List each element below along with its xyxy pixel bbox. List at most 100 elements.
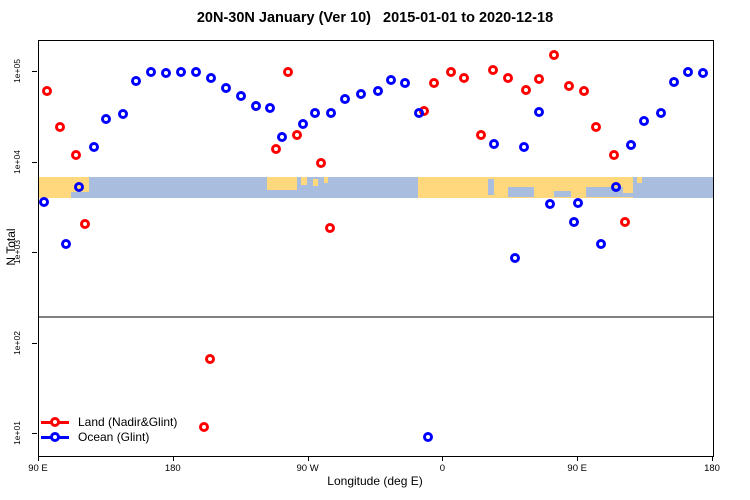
ocean-segment bbox=[71, 192, 90, 198]
data-point-land bbox=[282, 67, 293, 77]
data-point-ocean bbox=[534, 107, 545, 118]
land-segment bbox=[266, 176, 297, 190]
data-point-ocean bbox=[595, 239, 606, 250]
legend-row-land: Land (Nadir&Glint) bbox=[41, 415, 177, 429]
x-axis-label: Longitude (deg E) bbox=[327, 474, 423, 488]
data-point-ocean bbox=[251, 101, 262, 112]
data-point-ocean bbox=[568, 217, 579, 227]
y-tick: 1e+03 bbox=[12, 240, 37, 264]
x-tick-label: 90 E bbox=[567, 463, 587, 474]
data-point-ocean bbox=[221, 83, 232, 94]
data-point-land bbox=[324, 222, 335, 233]
data-point-ocean bbox=[669, 76, 680, 87]
land-segment bbox=[323, 176, 329, 183]
x-tick-label: 180 bbox=[164, 463, 181, 474]
data-point-ocean bbox=[39, 196, 49, 207]
land-segment bbox=[301, 176, 308, 185]
data-point-land bbox=[55, 121, 65, 132]
legend: Land (Nadir&Glint) Ocean (Glint) bbox=[41, 415, 177, 445]
data-point-land bbox=[609, 150, 620, 161]
data-point-land bbox=[429, 77, 440, 88]
chart-title: 20N-30N January (Ver 10) 2015-01-01 to 2… bbox=[196, 10, 554, 26]
data-point-land bbox=[270, 144, 281, 155]
data-point-ocean bbox=[309, 108, 320, 119]
y-tick: 1e+02 bbox=[12, 331, 37, 354]
y-tick: 1e+04 bbox=[12, 150, 37, 173]
data-point-ocean bbox=[655, 108, 666, 119]
land-segment bbox=[313, 178, 318, 186]
data-point-ocean bbox=[206, 72, 217, 83]
data-point-ocean bbox=[386, 75, 396, 86]
data-point-ocean bbox=[697, 67, 708, 78]
data-point-ocean bbox=[414, 108, 425, 119]
data-point-ocean bbox=[131, 75, 142, 86]
data-point-land bbox=[41, 85, 52, 96]
world-map-band bbox=[39, 176, 713, 198]
x-tick-label: 0 bbox=[439, 463, 446, 474]
data-point-ocean bbox=[372, 85, 383, 96]
data-point-ocean bbox=[191, 67, 202, 77]
data-point-land bbox=[619, 217, 630, 227]
data-point-land bbox=[459, 72, 470, 83]
data-point-land bbox=[549, 49, 560, 60]
data-point-ocean bbox=[544, 198, 555, 209]
x-tick-label: 90 E bbox=[28, 463, 48, 474]
data-point-land bbox=[475, 130, 486, 141]
y-axis-label: N Total bbox=[4, 228, 18, 266]
land-series-marker-icon bbox=[41, 415, 69, 429]
ocean-segment bbox=[507, 186, 534, 198]
ocean-segment bbox=[585, 187, 624, 198]
data-point-land bbox=[204, 353, 215, 364]
data-point-ocean bbox=[399, 77, 410, 88]
data-point-ocean bbox=[264, 103, 275, 113]
land-segment bbox=[636, 176, 642, 184]
data-point-ocean bbox=[639, 115, 650, 126]
y-tick: 1e+05 bbox=[12, 59, 37, 83]
data-point-ocean bbox=[236, 91, 247, 102]
data-point-land bbox=[564, 81, 575, 91]
data-point-land bbox=[534, 73, 545, 84]
data-point-land bbox=[291, 130, 302, 141]
legend-row-ocean: Ocean (Glint) bbox=[41, 430, 177, 444]
ocean-segment bbox=[487, 179, 495, 195]
data-point-land bbox=[445, 67, 456, 77]
data-point-ocean bbox=[510, 253, 521, 263]
data-point-ocean bbox=[61, 239, 71, 250]
ocean-segment bbox=[554, 191, 571, 198]
data-point-land bbox=[71, 150, 82, 161]
y-tick: 1e+01 bbox=[12, 421, 37, 445]
y-tick-label: 1e+01 bbox=[12, 421, 22, 445]
data-point-ocean bbox=[276, 132, 287, 143]
data-point-ocean bbox=[519, 141, 530, 152]
data-point-ocean bbox=[423, 431, 434, 442]
data-point-land bbox=[80, 218, 91, 229]
data-point-land bbox=[315, 157, 326, 168]
data-point-land bbox=[579, 85, 590, 96]
data-point-ocean bbox=[573, 197, 584, 208]
legend-label-land: Land (Nadir&Glint) bbox=[78, 415, 178, 429]
data-point-ocean bbox=[89, 141, 100, 152]
data-point-ocean bbox=[682, 67, 693, 77]
legend-label-ocean: Ocean (Glint) bbox=[78, 430, 150, 444]
data-point-land bbox=[487, 65, 498, 76]
data-point-ocean bbox=[297, 118, 308, 129]
data-point-land bbox=[591, 121, 602, 132]
data-point-ocean bbox=[356, 89, 366, 100]
y-tick-label: 1e+02 bbox=[12, 330, 22, 355]
data-point-ocean bbox=[161, 67, 172, 78]
y-tick-label: 1e+04 bbox=[12, 149, 22, 174]
data-point-land bbox=[198, 421, 209, 432]
data-point-ocean bbox=[176, 67, 187, 77]
ocean-segment bbox=[623, 193, 634, 198]
plot-frame bbox=[38, 40, 714, 457]
x-tick-label: 180 bbox=[704, 463, 720, 474]
data-point-ocean bbox=[146, 67, 157, 77]
ocean-series-marker-icon bbox=[41, 430, 69, 444]
data-point-ocean bbox=[326, 108, 337, 119]
data-point-ocean bbox=[489, 139, 500, 149]
data-point-land bbox=[502, 72, 513, 83]
data-point-ocean bbox=[74, 181, 85, 192]
x-tick-label: 90 W bbox=[296, 463, 319, 474]
data-point-land bbox=[520, 85, 531, 96]
data-point-ocean bbox=[625, 140, 636, 151]
